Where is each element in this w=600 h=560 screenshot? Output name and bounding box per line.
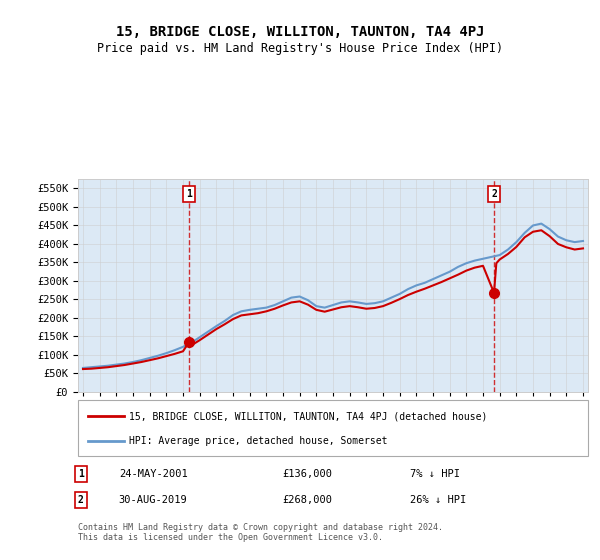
Text: £136,000: £136,000 <box>282 469 332 479</box>
Text: Contains HM Land Registry data © Crown copyright and database right 2024.
This d: Contains HM Land Registry data © Crown c… <box>78 522 443 542</box>
Text: £268,000: £268,000 <box>282 495 332 505</box>
Text: 1: 1 <box>187 189 192 199</box>
FancyBboxPatch shape <box>78 400 588 456</box>
Text: 15, BRIDGE CLOSE, WILLITON, TAUNTON, TA4 4PJ (detached house): 15, BRIDGE CLOSE, WILLITON, TAUNTON, TA4… <box>129 411 487 421</box>
Text: Price paid vs. HM Land Registry's House Price Index (HPI): Price paid vs. HM Land Registry's House … <box>97 42 503 55</box>
Text: 26% ↓ HPI: 26% ↓ HPI <box>409 495 466 505</box>
Text: 1: 1 <box>78 469 84 479</box>
Text: 15, BRIDGE CLOSE, WILLITON, TAUNTON, TA4 4PJ: 15, BRIDGE CLOSE, WILLITON, TAUNTON, TA4… <box>116 25 484 39</box>
Text: 30-AUG-2019: 30-AUG-2019 <box>119 495 188 505</box>
Text: 2: 2 <box>78 495 84 505</box>
Text: HPI: Average price, detached house, Somerset: HPI: Average price, detached house, Some… <box>129 436 388 446</box>
Text: 24-MAY-2001: 24-MAY-2001 <box>119 469 188 479</box>
Text: 7% ↓ HPI: 7% ↓ HPI <box>409 469 460 479</box>
Text: 2: 2 <box>491 189 497 199</box>
